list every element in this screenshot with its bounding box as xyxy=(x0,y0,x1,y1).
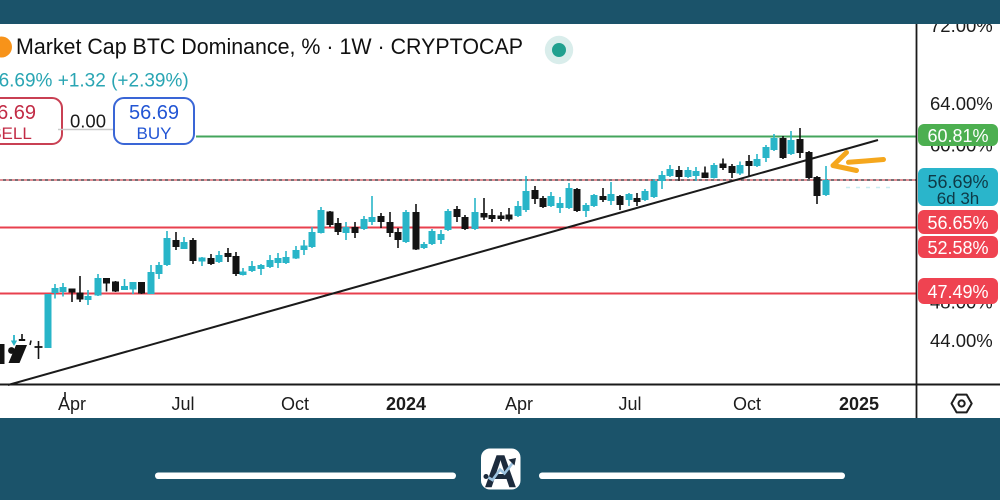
svg-text:56.65%: 56.65% xyxy=(927,213,988,233)
svg-text:Jul: Jul xyxy=(171,394,194,414)
svg-text:BUY: BUY xyxy=(137,124,172,143)
svg-text:44.00%: 44.00% xyxy=(930,330,993,351)
svg-text:64.00%: 64.00% xyxy=(930,93,993,114)
svg-text:Apr: Apr xyxy=(58,394,86,414)
svg-text:2024: 2024 xyxy=(386,394,426,414)
svg-text:56.69% +1.32 (+2.39%): 56.69% +1.32 (+2.39%) xyxy=(0,71,189,92)
svg-text:47.49%: 47.49% xyxy=(927,282,988,302)
svg-text:Apr: Apr xyxy=(505,394,533,414)
svg-text:SELL: SELL xyxy=(0,124,32,143)
svg-text:56.69%: 56.69% xyxy=(927,172,988,192)
svg-text:Market Cap BTC Dominance, % ·: Market Cap BTC Dominance, % · 1W · CRYPT… xyxy=(16,34,523,59)
svg-text:60.81%: 60.81% xyxy=(927,126,988,146)
svg-text:Jul: Jul xyxy=(618,394,641,414)
svg-text:2025: 2025 xyxy=(839,394,879,414)
svg-text:0.00: 0.00 xyxy=(70,111,106,132)
svg-text:56.69: 56.69 xyxy=(129,102,179,124)
svg-text:52.58%: 52.58% xyxy=(927,238,988,258)
svg-text:6d 3h: 6d 3h xyxy=(937,189,980,208)
svg-text:Oct: Oct xyxy=(281,394,309,414)
svg-text:56.69: 56.69 xyxy=(0,102,36,124)
svg-text:Oct: Oct xyxy=(733,394,761,414)
